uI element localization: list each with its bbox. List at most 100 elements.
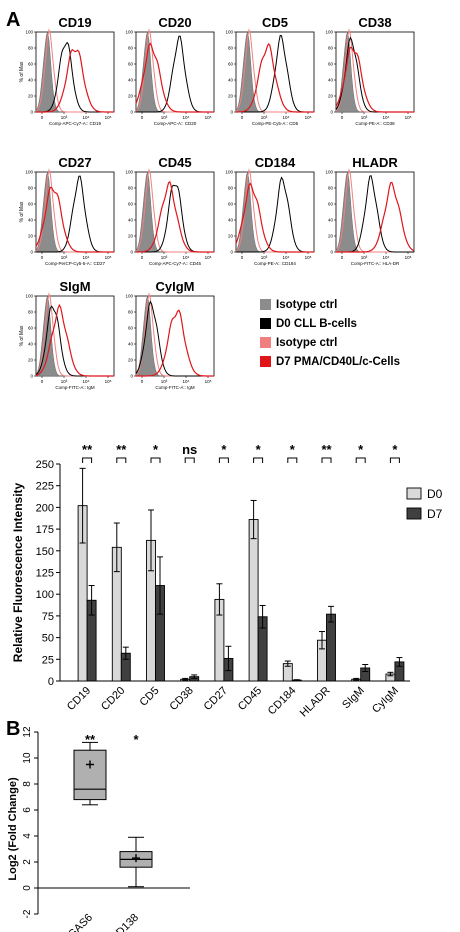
legend-swatch — [260, 356, 271, 367]
legend-swatch — [260, 318, 271, 329]
significance-label: * — [392, 442, 398, 457]
legend-label: Isotype ctrl — [276, 337, 337, 349]
flow-x-tick-label: 10³ — [361, 255, 368, 260]
flow-y-tick-label: 60 — [28, 62, 34, 67]
flow-x-tick-label: 10³ — [161, 115, 168, 120]
flow-x-tick-label: 0 — [41, 379, 44, 384]
flow-x-axis-label: Comp-APC-A:: CD20 — [154, 121, 197, 126]
legend-swatch — [260, 337, 271, 348]
flow-y-tick-label: 100 — [325, 170, 333, 175]
flow-x-tick-label: 0 — [41, 115, 44, 120]
flow-y-tick-label: 40 — [28, 78, 34, 83]
box-y-tick-label: 8 — [22, 781, 33, 787]
box-x-tick-label: CD138 — [108, 912, 141, 932]
isotype-d0-histogram — [335, 170, 414, 253]
isotype-d0-histogram — [35, 30, 114, 113]
box-y-tick-label: 6 — [22, 807, 33, 813]
flow-x-tick-label: 0 — [41, 255, 44, 260]
bar-y-tick-label: 100 — [36, 589, 54, 601]
box-x-tick-label: GAS6 — [66, 912, 95, 932]
flow-x-axis-label: Comp-PE-A:: CD184 — [254, 261, 296, 266]
box-y-tick-label: 12 — [22, 726, 33, 738]
flow-panel-cd19: CD19 % of Max 0 20 40 60 80 100 0 10³ 10⁴ 10⁵Comp-A… — [19, 15, 115, 126]
flow-x-tick-label: 10⁴ — [383, 115, 390, 120]
isotype-d0-histogram — [135, 294, 214, 377]
d7-histogram — [236, 42, 314, 113]
flow-x-tick-label: 10⁴ — [83, 379, 90, 384]
significance-label: ns — [182, 442, 197, 457]
significance-bracket — [321, 457, 332, 463]
bar-x-tick-label: CD5 — [138, 685, 162, 709]
flow-y-tick-label: 60 — [228, 202, 234, 207]
significance-label: * — [221, 442, 227, 457]
significance-bracket — [355, 457, 366, 463]
flow-x-axis-label: Comp-FITC-A:: IgM — [155, 385, 195, 390]
box-y-tick-label: 4 — [22, 833, 33, 839]
flow-y-tick-label: 40 — [228, 218, 234, 223]
flow-y-tick-label: 60 — [328, 62, 334, 67]
flow-x-tick-label: 10⁵ — [105, 115, 112, 120]
flow-y-tick-label: 100 — [25, 30, 33, 35]
significance-label: * — [358, 442, 364, 457]
flow-panel-title: CD27 — [58, 155, 91, 170]
flow-x-tick-label: 0 — [341, 115, 344, 120]
flow-y-tick-label: 0 — [330, 250, 333, 255]
flow-y-tick-label: 0 — [230, 110, 233, 115]
flow-x-tick-label: 0 — [141, 379, 144, 384]
flow-y-tick-label: 60 — [128, 326, 134, 331]
flow-panel-title: CyIgM — [156, 279, 195, 294]
significance-label: ** — [82, 442, 93, 457]
bar-x-tick-label: CD45 — [236, 685, 264, 713]
d7-histogram — [135, 42, 214, 113]
flow-y-tick-label: 60 — [28, 202, 34, 207]
flow-x-tick-label: 10⁴ — [183, 115, 190, 120]
significance-bracket — [287, 457, 298, 463]
d7-histogram — [136, 309, 214, 377]
bar-legend-label: D7 — [427, 507, 443, 521]
flow-y-tick-label: 80 — [328, 46, 334, 51]
significance-bracket — [253, 457, 264, 463]
flow-y-tick-label: 20 — [228, 234, 234, 239]
flow-y-tick-label: 0 — [30, 374, 33, 379]
box-y-axis-label: Log2 (Fold Change) — [7, 777, 19, 881]
significance-label: * — [256, 442, 262, 457]
d7-histogram — [235, 182, 314, 253]
bar-d7-hladr — [326, 613, 336, 682]
flow-x-tick-label: 0 — [141, 255, 144, 260]
flow-y-tick-label: 0 — [330, 110, 333, 115]
flow-y-tick-label: 80 — [228, 186, 234, 191]
flow-x-tick-label: 10⁴ — [383, 255, 390, 260]
flow-x-axis-label: Comp-FITC-A:: IgM — [55, 385, 95, 390]
flow-x-axis-label: Comp-PE-A:: CD38 — [355, 121, 395, 126]
significance-bracket — [116, 457, 127, 463]
flow-x-tick-label: 10³ — [161, 255, 168, 260]
bar-legend-label: D0 — [427, 487, 443, 501]
isotype-d0-histogram — [35, 170, 114, 253]
bar-chart: 0 25 50 75 100 125 150 175 200 225 250 Relative Flu… — [11, 442, 443, 719]
significance-label: ** — [116, 442, 127, 457]
significance-bracket — [150, 457, 161, 463]
box-significance-label: * — [133, 732, 139, 747]
bar-y-tick-label: 200 — [36, 502, 54, 514]
flow-x-tick-label: 10⁵ — [405, 115, 412, 120]
panel-b-label: B — [6, 718, 20, 740]
isotype-d0-histogram — [235, 170, 314, 253]
flow-x-tick-label: 10⁴ — [183, 255, 190, 260]
significance-label: * — [153, 442, 159, 457]
flow-y-tick-label: 60 — [128, 202, 134, 207]
bar-x-tick-label: CD20 — [99, 685, 127, 713]
flow-panel-title: CD184 — [255, 155, 296, 170]
flow-y-tick-label: 80 — [128, 186, 134, 191]
flow-y-tick-label: 80 — [128, 46, 134, 51]
flow-x-axis-label: Comp-PerCP-Cy5-5-A:: CD27 — [45, 261, 106, 266]
flow-y-tick-label: 40 — [228, 78, 234, 83]
flow-y-tick-label: 40 — [328, 78, 334, 83]
flow-y-tick-label: 80 — [28, 46, 34, 51]
flow-panel-sigm: SIgM % of Max 0 20 40 60 80 100 0 10³ 10⁴ 10⁵ Comp-F… — [19, 279, 115, 390]
isotype-d0-histogram — [335, 30, 414, 113]
